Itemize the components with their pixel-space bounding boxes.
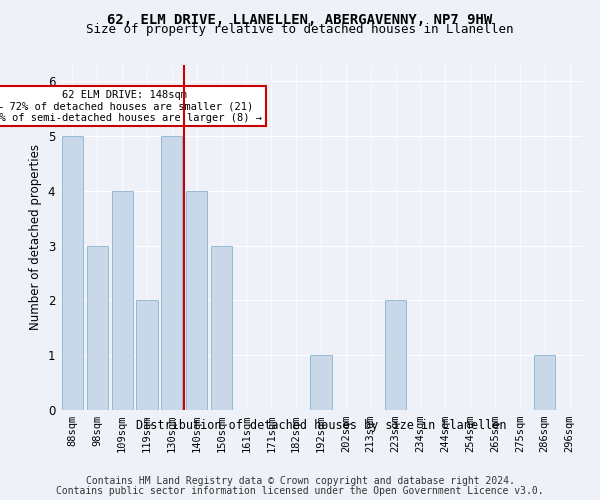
Text: Contains HM Land Registry data © Crown copyright and database right 2024.: Contains HM Land Registry data © Crown c…: [86, 476, 514, 486]
Bar: [186, 191, 207, 410]
Text: Size of property relative to detached houses in Llanellen: Size of property relative to detached ho…: [86, 22, 514, 36]
Bar: [112, 191, 133, 410]
Bar: [62, 136, 83, 410]
Text: 62 ELM DRIVE: 148sqm
← 72% of detached houses are smaller (21)
28% of semi-detac: 62 ELM DRIVE: 148sqm ← 72% of detached h…: [0, 90, 262, 123]
Bar: [534, 355, 555, 410]
Text: Contains public sector information licensed under the Open Government Licence v3: Contains public sector information licen…: [56, 486, 544, 496]
Text: Distribution of detached houses by size in Llanellen: Distribution of detached houses by size …: [136, 418, 506, 432]
Bar: [87, 246, 108, 410]
Bar: [310, 355, 332, 410]
Bar: [385, 300, 406, 410]
Y-axis label: Number of detached properties: Number of detached properties: [29, 144, 42, 330]
Bar: [161, 136, 182, 410]
Text: 62, ELM DRIVE, LLANELLEN, ABERGAVENNY, NP7 9HW: 62, ELM DRIVE, LLANELLEN, ABERGAVENNY, N…: [107, 12, 493, 26]
Bar: [211, 246, 232, 410]
Bar: [136, 300, 158, 410]
